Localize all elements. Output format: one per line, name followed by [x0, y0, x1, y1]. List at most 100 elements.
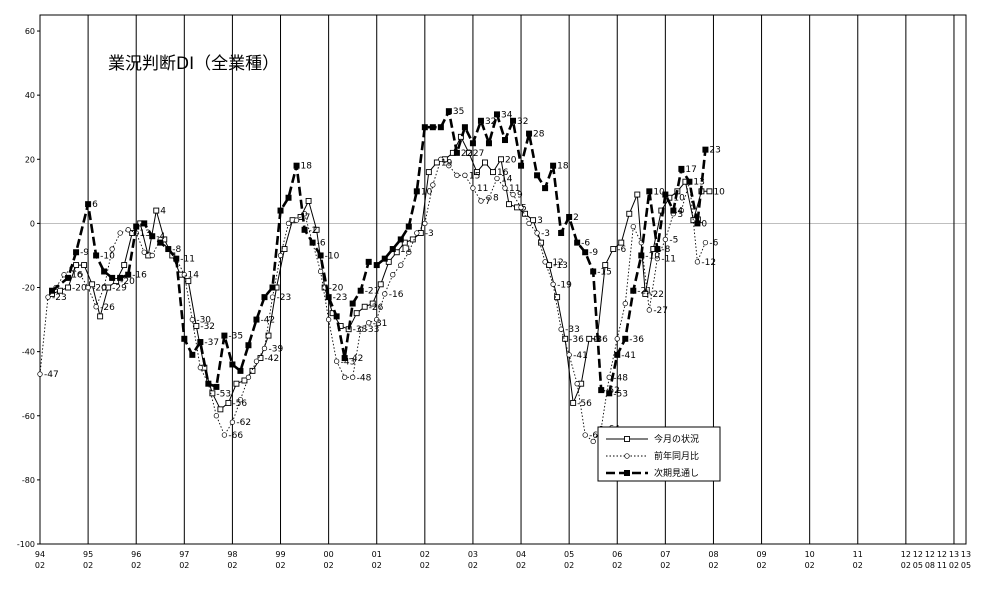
x-tick-year: 02 [420, 550, 430, 559]
data-label: 4 [677, 207, 683, 217]
data-point [506, 201, 512, 208]
data-label: -20 [92, 284, 107, 294]
data-label: -41 [621, 351, 636, 361]
data-point [478, 198, 484, 204]
data-label: -36 [629, 335, 644, 345]
data-point [341, 355, 348, 362]
x-tick-year: 03 [468, 550, 478, 559]
data-point [602, 262, 609, 269]
data-point [390, 272, 396, 278]
data-label: 10 [713, 187, 725, 197]
data-point [245, 342, 252, 349]
data-point [526, 220, 532, 227]
data-point [109, 274, 116, 281]
data-point [245, 374, 252, 380]
data-label: -11 [397, 245, 412, 255]
chart-title: 業況判断DI（全業種） [108, 54, 279, 74]
data-label: -22 [649, 290, 664, 300]
x-tick-year: 98 [227, 550, 237, 559]
data-point [530, 217, 537, 224]
data-point [141, 220, 148, 227]
legend-marker [624, 470, 630, 476]
data-label: 8 [493, 194, 499, 204]
data-label: 7 [485, 197, 491, 207]
data-point [261, 294, 268, 301]
data-label: 10 [653, 187, 665, 197]
data-point [534, 172, 541, 179]
data-point [486, 195, 492, 201]
data-point [393, 249, 400, 256]
x-tick-month: 02 [901, 561, 911, 570]
data-label: -10 [100, 251, 115, 261]
data-point [97, 313, 104, 320]
x-tick-year: 10 [805, 550, 815, 559]
data-point [301, 226, 308, 233]
x-tick-month: 02 [420, 561, 430, 570]
data-point [626, 210, 633, 217]
y-tick-label: -80 [22, 476, 35, 485]
x-tick-month: 05 [913, 561, 923, 570]
data-point [313, 226, 320, 233]
data-label: 17 [685, 165, 696, 175]
data-label: 3 [677, 210, 683, 220]
x-tick-month: 02 [660, 561, 670, 570]
data-label: -36 [569, 335, 584, 345]
data-label: -31 [373, 319, 388, 329]
x-tick-month: 02 [564, 561, 574, 570]
data-point [538, 239, 545, 246]
data-label: -21 [365, 287, 380, 297]
data-label: 14 [501, 175, 513, 185]
data-point [510, 191, 516, 198]
data-label: 19 [441, 158, 453, 168]
x-tick-month: 02 [275, 561, 285, 570]
legend-label: 今月の状況 [654, 433, 699, 445]
data-point [433, 159, 440, 166]
data-point [494, 175, 500, 182]
data-point [333, 313, 340, 320]
axes-layer: -100-80-60-40-20020406094029502960297029… [17, 14, 971, 570]
data-point [237, 397, 244, 403]
data-point [213, 383, 220, 390]
data-point [566, 352, 572, 358]
data-point [590, 268, 597, 275]
data-point [325, 316, 332, 323]
data-point [485, 140, 492, 147]
x-tick-year: 96 [131, 550, 141, 559]
data-point [181, 335, 188, 342]
y-tick-label: 20 [25, 155, 35, 164]
data-point [253, 316, 260, 323]
x-tick-year: 13 [949, 550, 959, 559]
data-point [614, 336, 620, 342]
x-tick-month: 11 [937, 561, 947, 570]
x-tick-month: 08 [925, 561, 935, 570]
data-point [558, 326, 564, 332]
data-label: 28 [533, 130, 545, 140]
data-point [662, 191, 669, 198]
data-label: -15 [597, 267, 612, 277]
data-point [217, 406, 224, 413]
data-label: -53 [216, 389, 231, 399]
data-point [554, 294, 561, 301]
y-tick-label: 40 [25, 91, 35, 100]
data-label: -56 [577, 399, 592, 409]
x-tick-year: 97 [179, 550, 189, 559]
data-point [654, 256, 660, 262]
data-point [526, 130, 533, 137]
data-point [562, 335, 569, 342]
x-tick-year: 08 [708, 550, 718, 559]
data-point [361, 303, 368, 310]
data-label: -9 [80, 248, 89, 258]
x-tick-month: 02 [949, 561, 959, 570]
data-label: -21 [637, 287, 652, 297]
data-label: -37 [204, 338, 219, 348]
data-point [325, 294, 332, 301]
data-label: 10 [421, 187, 433, 197]
data-point [113, 278, 120, 285]
data-label: -23 [333, 293, 348, 303]
data-point [349, 300, 356, 307]
data-label: -3 [425, 229, 434, 239]
data-label: -8 [661, 245, 670, 255]
data-point [546, 262, 553, 269]
data-point [401, 239, 408, 246]
data-point [550, 281, 556, 287]
